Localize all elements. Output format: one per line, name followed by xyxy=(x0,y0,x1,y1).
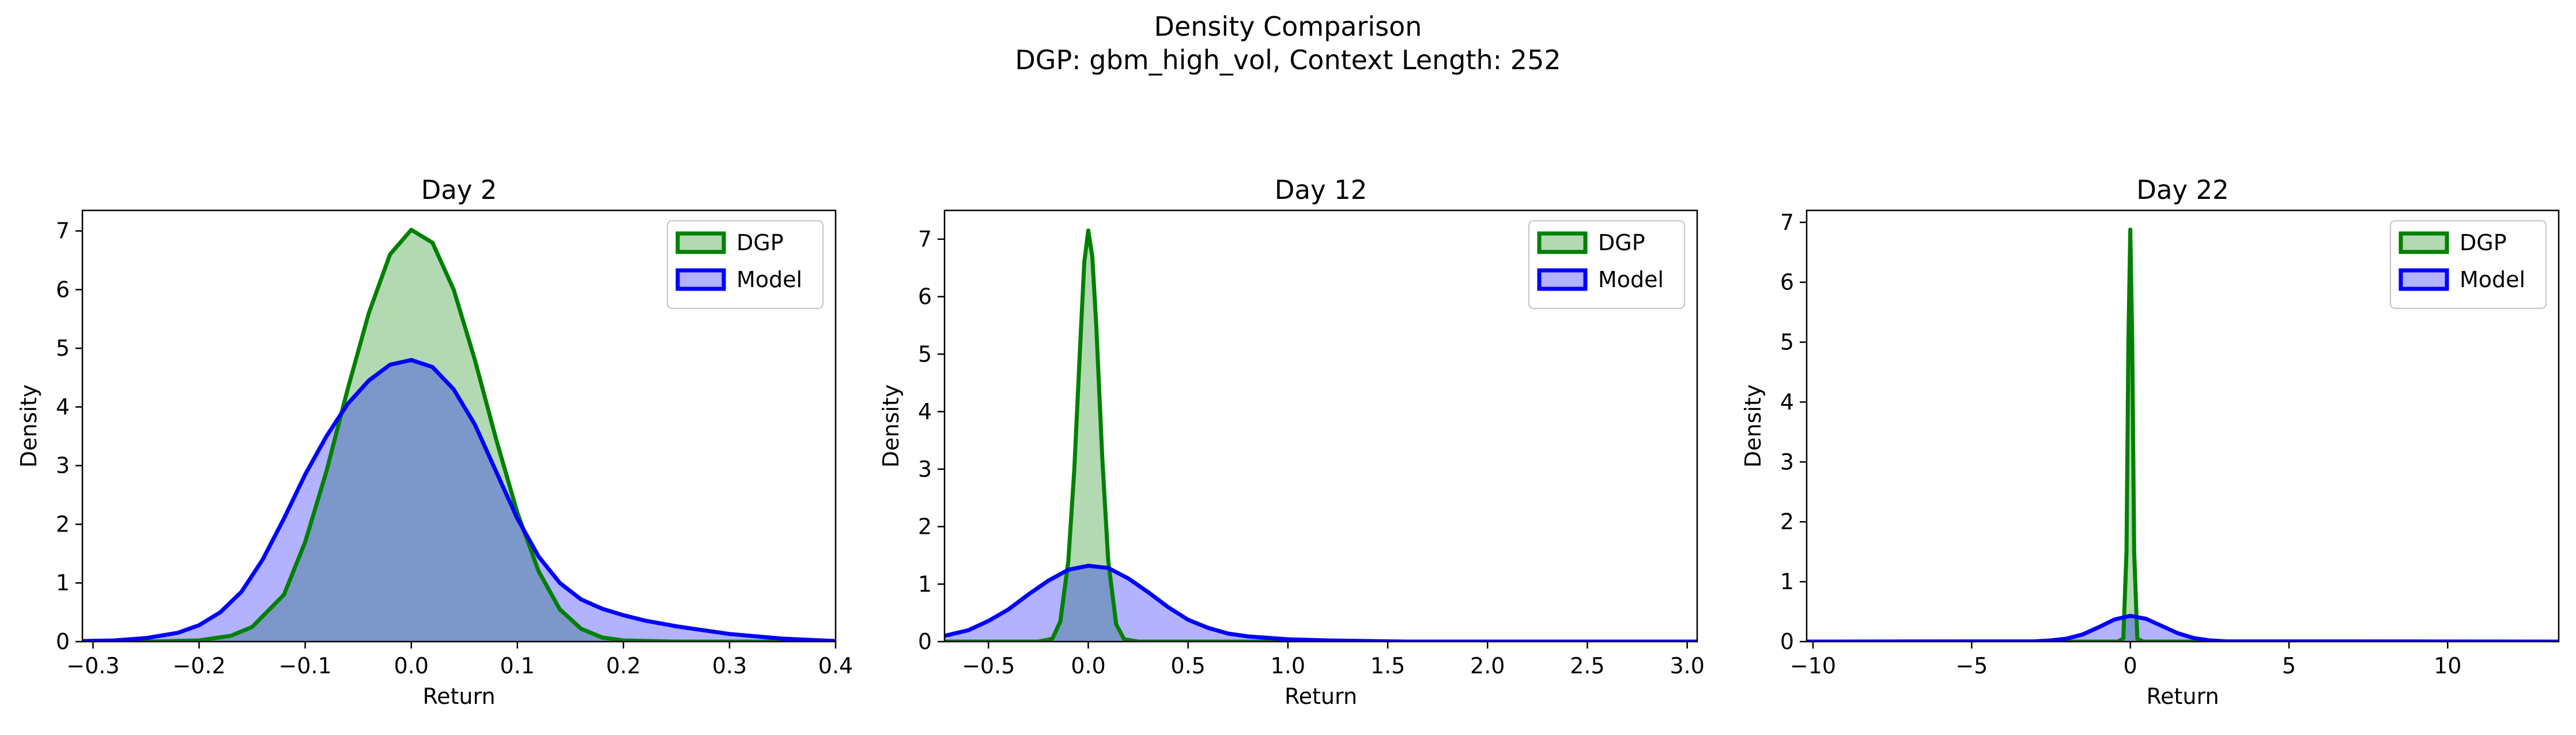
legend-label-model: Model xyxy=(1598,267,1664,292)
series-line-dgp xyxy=(1807,227,2559,642)
y-axis-label: Density xyxy=(878,385,904,468)
x-tick-label: 5 xyxy=(2282,653,2296,679)
y-tick-label: 4 xyxy=(56,394,70,420)
x-tick-label: −0.1 xyxy=(278,653,331,679)
y-axis-label: Density xyxy=(16,385,41,468)
x-tick-label: 2.0 xyxy=(1470,653,1505,679)
y-tick-label: 2 xyxy=(56,511,70,537)
x-axis-label: Return xyxy=(422,684,495,709)
legend: DGP Model xyxy=(1528,220,1686,310)
series-area-model xyxy=(945,566,1697,642)
y-tick-label: 4 xyxy=(1780,389,1794,414)
legend-label-model: Model xyxy=(736,267,802,292)
subplot-title: Day 12 xyxy=(1275,175,1367,205)
y-tick-label: 3 xyxy=(56,453,70,478)
series-line-dgp xyxy=(945,228,1697,642)
x-tick-label: 2.5 xyxy=(1570,653,1604,679)
x-tick-label: −0.3 xyxy=(66,653,119,679)
x-tick-label: 1.5 xyxy=(1370,653,1405,679)
x-tick-label: 0 xyxy=(2124,653,2137,679)
y-tick-label: 1 xyxy=(1780,569,1794,594)
y-tick-label: 6 xyxy=(56,277,70,302)
legend-label-dgp: DGP xyxy=(736,230,784,255)
y-tick-label: 7 xyxy=(56,218,70,244)
y-tick-label: 5 xyxy=(1780,330,1794,355)
x-tick-label: 0.4 xyxy=(818,653,853,679)
subplot-day-2: −0.3 −0.2 −0.1 0.0 0.1 0.2 0.3 0.4 0 1 2 3 4 5 6 7 Day 2… xyxy=(16,175,853,709)
y-tick-label: 7 xyxy=(918,227,932,252)
series-area-model xyxy=(82,360,836,642)
x-axis-label: Return xyxy=(2146,684,2219,709)
y-tick-label: 5 xyxy=(918,341,932,367)
y-tick-label: 0 xyxy=(1780,629,1794,654)
series-area-dgp xyxy=(945,230,1697,642)
x-tick-label: 0.0 xyxy=(394,653,428,679)
x-tick-label: −0.2 xyxy=(172,653,225,679)
axes-frame xyxy=(81,209,837,643)
legend-swatch-dgp xyxy=(675,231,726,254)
figure-subtitle: DGP: gbm_high_vol, Context Length: 252 xyxy=(1015,44,1561,76)
x-tick-label: 0.5 xyxy=(1170,653,1205,679)
y-tick-label: 2 xyxy=(1780,509,1794,534)
y-tick-label: 6 xyxy=(1780,270,1794,295)
y-tick-label: 1 xyxy=(56,570,70,595)
legend-swatch-model xyxy=(2399,268,2449,291)
y-axis-label: Density xyxy=(1740,385,1766,468)
legend-swatch-model xyxy=(1537,268,1588,291)
legend-label-model: Model xyxy=(2460,267,2525,292)
x-axis-label: Return xyxy=(1285,684,1357,709)
legend-label-dgp: DGP xyxy=(2460,230,2507,255)
subplot-day-12: −0.5 0.0 0.5 1.0 1.5 2.0 2.5 3.0 0 1 2 3 4 5 6 7 Day 12 R… xyxy=(878,175,1705,709)
axes-frame xyxy=(943,209,1698,643)
x-tick-label: 0.3 xyxy=(712,653,747,679)
y-tick-label: 5 xyxy=(56,336,70,361)
series-line-model xyxy=(945,563,1697,642)
y-tick-label: 7 xyxy=(1780,210,1794,235)
x-tick-label: 0.1 xyxy=(500,653,535,679)
legend: DGP Model xyxy=(666,220,824,310)
figure-title: Density Comparison xyxy=(1154,11,1422,42)
x-tick-label: 1.0 xyxy=(1271,653,1305,679)
legend-swatch-model xyxy=(675,268,726,291)
axes-frame xyxy=(1806,209,2560,643)
x-tick-label: −5 xyxy=(1955,653,1988,679)
x-tick-label: 10 xyxy=(2434,653,2461,679)
y-tick-label: 1 xyxy=(918,571,932,597)
x-tick-label: 3.0 xyxy=(1670,653,1704,679)
subplot-title: Day 22 xyxy=(2136,175,2228,205)
subplot-day-22: −10 −5 0 5 10 0 1 2 3 4 5 6 7 Day 22 Return Density DGP M… xyxy=(1740,175,2560,709)
legend-label-dgp: DGP xyxy=(1598,230,1645,255)
y-tick-label: 6 xyxy=(918,284,932,310)
series-area-model xyxy=(1807,616,2559,642)
legend: DGP Model xyxy=(2389,220,2547,310)
y-tick-label: 3 xyxy=(1780,449,1794,474)
y-tick-label: 0 xyxy=(56,629,70,654)
subplot-title: Day 2 xyxy=(421,175,497,205)
x-tick-label: 0.2 xyxy=(606,653,641,679)
y-tick-label: 4 xyxy=(918,399,932,424)
y-tick-label: 3 xyxy=(918,457,932,482)
x-tick-label: −10 xyxy=(1790,653,1836,679)
legend-swatch-dgp xyxy=(2399,231,2449,254)
y-tick-label: 0 xyxy=(918,629,932,654)
series-line-model xyxy=(82,358,836,642)
series-area-dgp xyxy=(82,229,836,642)
y-tick-label: 2 xyxy=(918,514,932,540)
x-tick-label: −0.5 xyxy=(962,653,1015,679)
series-line-model xyxy=(1807,613,2559,642)
series-line-dgp xyxy=(82,228,836,642)
legend-swatch-dgp xyxy=(1537,231,1588,254)
x-tick-label: 0.0 xyxy=(1071,653,1105,679)
